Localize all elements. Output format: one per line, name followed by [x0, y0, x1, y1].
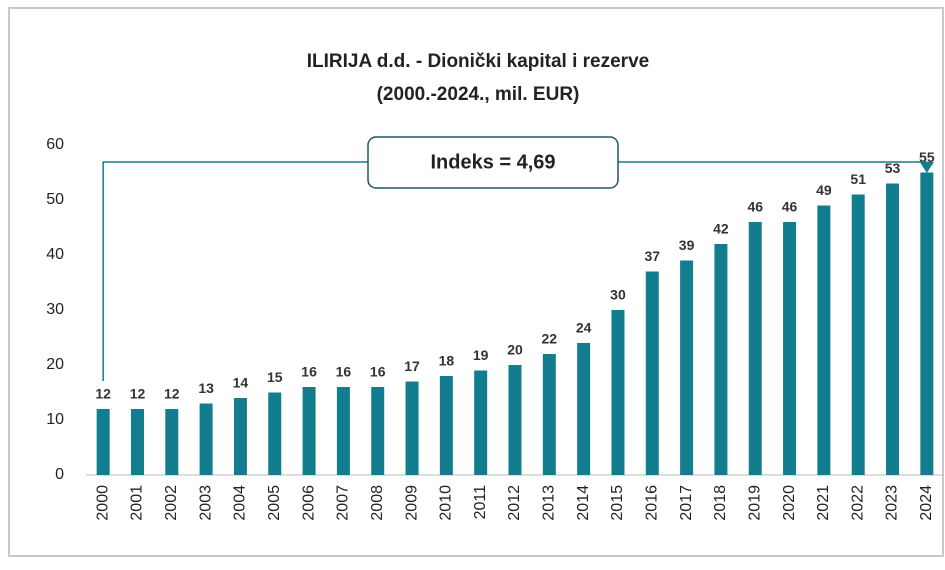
- bar: [439, 376, 453, 475]
- data-label: 42: [713, 221, 729, 237]
- bar: [886, 183, 900, 475]
- x-tick-label: 2009: [403, 485, 420, 521]
- bar: [302, 387, 316, 475]
- x-tick-label: 2020: [781, 485, 798, 521]
- y-tick-label: 30: [46, 301, 64, 318]
- annotation-line: [102, 161, 927, 381]
- x-tick-label: 2023: [884, 485, 901, 521]
- y-tick-label: 50: [46, 191, 64, 208]
- data-label: 16: [370, 364, 386, 380]
- data-label: 12: [95, 386, 111, 402]
- bar: [233, 398, 247, 475]
- bar: [542, 354, 556, 475]
- bar: [714, 244, 728, 475]
- x-tick-label: 2006: [300, 485, 317, 521]
- data-label: 51: [850, 171, 866, 187]
- bar: [474, 370, 488, 475]
- data-label: 19: [473, 347, 489, 363]
- x-tick-label: 2016: [643, 485, 660, 521]
- x-tick-label: 2008: [369, 485, 386, 521]
- bar: [611, 310, 625, 475]
- y-tick-label: 0: [55, 466, 64, 483]
- bar: [817, 205, 831, 475]
- data-label: 46: [782, 199, 798, 215]
- annotation-arrow: [919, 162, 934, 173]
- data-label: 49: [816, 182, 832, 198]
- data-label: 15: [267, 369, 283, 385]
- x-tick-label: 2014: [575, 485, 592, 521]
- data-label: 30: [610, 287, 626, 303]
- annotation-box: [367, 136, 619, 189]
- x-tick-label: 2013: [541, 485, 558, 521]
- x-tick-label: 2002: [163, 485, 180, 521]
- chart-title: ILIRIJA d.d. - Dionički kapital i rezerv…: [307, 51, 649, 72]
- x-tick-label: 2012: [506, 485, 523, 521]
- data-label: 55: [919, 149, 935, 165]
- data-label: 14: [233, 375, 249, 391]
- bar: [165, 409, 179, 475]
- bar: [371, 387, 385, 475]
- bar: [920, 172, 934, 475]
- x-tick-label: 2015: [609, 485, 626, 521]
- bar: [783, 222, 797, 475]
- bar: [851, 194, 865, 475]
- data-label: 16: [301, 364, 317, 380]
- data-label: 12: [130, 386, 146, 402]
- x-tick-label: 2024: [918, 485, 935, 521]
- bar: [130, 409, 144, 475]
- bar: [336, 387, 350, 475]
- data-label: 37: [644, 248, 660, 264]
- y-tick-label: 10: [46, 411, 64, 428]
- bar: [508, 365, 522, 475]
- x-tick-label: 2019: [746, 485, 763, 521]
- chart-subtitle: (2000.-2024., mil. EUR): [377, 84, 580, 105]
- data-label: 18: [439, 353, 455, 369]
- x-tick-label: 2021: [815, 485, 832, 521]
- data-label: 16: [336, 364, 352, 380]
- data-label: 46: [747, 199, 763, 215]
- bar: [577, 343, 591, 475]
- bar: [199, 403, 213, 475]
- y-tick-label: 40: [46, 246, 64, 263]
- annotation-text: Indeks = 4,69: [430, 151, 555, 173]
- data-label: 17: [404, 358, 420, 374]
- bar: [405, 381, 419, 475]
- bar: [96, 409, 110, 475]
- bar: [680, 260, 694, 475]
- data-label: 12: [164, 386, 180, 402]
- data-label: 13: [198, 380, 214, 396]
- bar: [268, 392, 282, 475]
- x-tick-label: 2018: [712, 485, 729, 521]
- x-tick-label: 2010: [438, 485, 455, 521]
- data-label: 20: [507, 342, 523, 358]
- bar: [645, 271, 659, 475]
- x-tick-label: 2004: [232, 485, 249, 521]
- x-tick-label: 2011: [472, 485, 489, 520]
- data-label: 39: [679, 237, 695, 253]
- x-tick-label: 2022: [849, 485, 866, 521]
- x-tick-label: 2017: [678, 485, 695, 521]
- data-label: 53: [885, 160, 901, 176]
- x-tick-label: 2007: [335, 485, 352, 521]
- data-label: 24: [576, 320, 592, 336]
- x-tick-label: 2003: [197, 485, 214, 521]
- x-tick-label: 2000: [94, 485, 111, 521]
- x-tick-label: 2005: [266, 485, 283, 521]
- y-tick-label: 60: [46, 136, 64, 153]
- bar: [748, 222, 762, 475]
- x-tick-label: 2001: [129, 485, 146, 521]
- y-tick-label: 20: [46, 356, 64, 373]
- data-label: 22: [542, 331, 558, 347]
